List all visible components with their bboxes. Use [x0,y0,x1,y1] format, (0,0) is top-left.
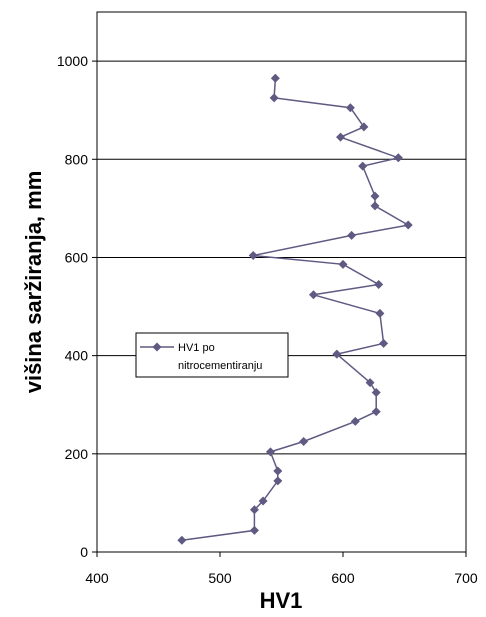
data-point [359,122,369,132]
data-point [265,447,275,457]
data-point [249,525,259,535]
legend-marker-sample [152,342,162,352]
series-hv1 [177,73,413,545]
data-point [350,416,360,426]
legend-label-line2: nitrocementiranju [178,360,262,372]
data-point [273,476,283,486]
y-tick-label: 200 [65,446,89,462]
data-point [403,220,413,230]
y-tick-label: 1000 [57,53,88,69]
data-point [365,378,375,388]
data-point [299,437,309,447]
x-tick-label: 400 [85,570,109,586]
data-point [177,535,187,545]
data-point [393,153,403,163]
y-tick-label: 400 [65,348,89,364]
data-point [370,201,380,211]
x-axis-ticks: 400 500 600 700 [85,552,478,586]
data-point [336,132,346,142]
data-point [347,230,357,240]
data-point [371,387,381,397]
y-axis-title: višina saržiranja, mm [21,171,46,394]
y-axis-ticks: 0 200 400 600 800 1000 [57,53,97,560]
plot-area-frame [96,11,467,553]
y-tick-label: 600 [65,249,89,265]
data-point [269,93,279,103]
x-tick-label: 700 [454,570,478,586]
data-point [273,466,283,476]
legend: HV1 po nitrocementiranju [135,332,289,378]
data-point [258,496,268,506]
data-point [379,338,389,348]
y-tick-label: 0 [80,544,88,560]
data-point [338,259,348,269]
legend-label-line1: HV1 po [178,342,215,354]
data-point [270,73,280,83]
x-axis-title: HV1 [260,588,303,613]
data-point [370,191,380,201]
data-point [332,349,342,359]
data-point [249,505,259,515]
data-point [358,161,368,171]
y-tick-label: 800 [65,151,89,167]
data-point [308,290,318,300]
x-tick-label: 600 [331,570,355,586]
data-point [375,308,385,318]
data-point [248,250,258,260]
data-point [371,407,381,417]
x-tick-label: 500 [208,570,232,586]
data-point [374,279,384,289]
legend-box [135,332,289,378]
data-point [345,103,355,113]
